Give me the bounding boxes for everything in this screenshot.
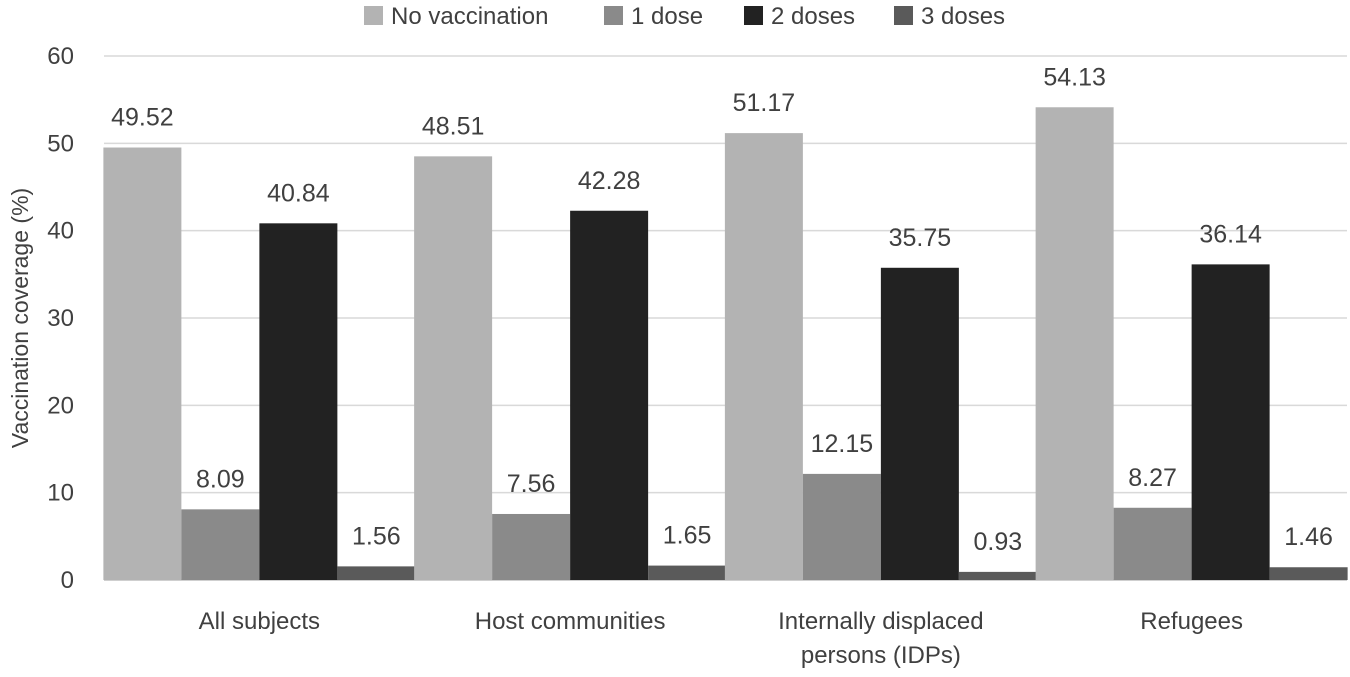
category-label-3-line-2: persons (IDPs) [801,642,961,669]
data-label-3-4: 36.14 [1199,220,1262,248]
data-label-1-3: 51.17 [733,89,796,117]
legend-label-4: 3 doses [921,3,1005,30]
bar-1-4 [1035,107,1114,581]
bar-2-3 [802,473,881,580]
data-label-1-1: 49.52 [111,104,174,132]
bar-4-2 [648,565,727,580]
y-tick-label-20: 20 [47,392,74,419]
bar-3-1 [259,223,338,580]
bar-4-4 [1269,567,1348,580]
legend-label-1: No vaccination [391,3,548,30]
bar-4-1 [337,566,416,580]
y-tick-label-50: 50 [47,130,74,157]
y-tick-label-30: 30 [47,305,74,332]
category-label-1: All subjects [199,608,320,635]
legend-swatch-4 [894,6,913,25]
y-axis-ticks: 0 10 20 30 40 50 60 [47,43,74,594]
bar-3-2 [570,210,649,580]
bar-3-3 [880,267,959,580]
data-label-4-4: 1.46 [1284,523,1333,551]
bar-3-4 [1191,264,1270,580]
y-tick-label-40: 40 [47,218,74,245]
data-label-2-2: 7.56 [507,470,556,498]
bars [103,107,1348,581]
bar-1-1 [103,147,182,580]
data-label-3-2: 42.28 [578,167,641,195]
y-axis-title: Vaccination coverage (%) [7,188,33,448]
legend: No vaccination 1 dose 2 doses 3 doses [364,3,1005,30]
legend-label-2: 1 dose [631,3,703,30]
bar-2-1 [181,509,260,580]
category-label-4: Refugees [1140,608,1243,635]
data-label-1-2: 48.51 [422,112,485,140]
data-label-3-3: 35.75 [889,224,952,252]
data-label-4-3: 0.93 [974,528,1023,556]
data-label-2-4: 8.27 [1128,464,1177,492]
bar-1-3 [724,133,803,580]
data-labels: 49.52 8.09 40.84 1.56 48.51 7.56 42.28 1.65 51.1… [111,63,1333,556]
data-label-2-3: 12.15 [811,430,874,458]
y-tick-label-60: 60 [47,43,74,70]
legend-swatch-3 [744,6,763,25]
category-label-2: Host communities [475,608,666,635]
category-label-3-line-1: Internally displaced [778,608,983,635]
bar-2-4 [1113,507,1192,580]
data-label-4-1: 1.56 [352,522,401,550]
data-label-2-1: 8.09 [196,465,245,493]
data-label-4-2: 1.65 [663,522,712,550]
y-tick-label-0: 0 [61,567,74,594]
legend-swatch-2 [604,6,623,25]
bar-4-3 [958,571,1037,580]
bar-2-2 [492,513,571,580]
category-labels: All subjects Host communities Internally d… [199,608,1243,669]
bar-1-2 [414,156,493,580]
legend-swatch-1 [364,6,383,25]
data-label-1-4: 54.13 [1043,63,1106,91]
data-label-3-1: 40.84 [267,179,330,207]
y-tick-label-10: 10 [47,480,74,507]
legend-label-3: 2 doses [771,3,855,30]
